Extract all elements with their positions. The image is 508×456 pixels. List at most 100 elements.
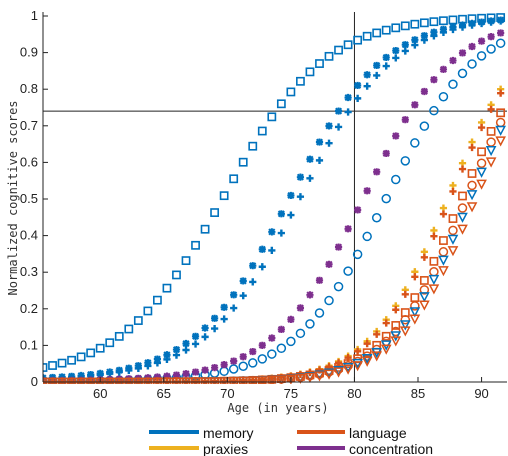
data-point-language-plus <box>401 290 409 298</box>
data-point-memory-plus <box>449 25 457 34</box>
data-point-language-triangle-down <box>380 344 392 355</box>
data-point-memory-triangle-down <box>457 212 468 223</box>
y-tick-label: 0.8 <box>20 81 38 96</box>
data-point-concentration-asterisk <box>220 361 228 369</box>
data-point-memory-circle <box>495 38 506 48</box>
data-point-memory-triangle-down <box>428 274 440 286</box>
data-point-memory-plus <box>411 41 419 49</box>
data-point-memory-square <box>238 157 248 167</box>
data-point-memory-circle <box>276 343 287 354</box>
data-point-memory-circle <box>228 364 239 374</box>
data-point-language-circle <box>410 301 420 311</box>
data-point-language-triangle-down <box>466 202 478 213</box>
data-point-memory-asterisk <box>268 228 276 236</box>
y-tick-label: 0.9 <box>20 45 38 60</box>
data-point-language-triangle-down <box>276 375 287 384</box>
data-point-memory-circle <box>362 231 372 242</box>
data-point-language-plus <box>430 232 438 240</box>
data-point-concentration-asterisk <box>497 29 505 37</box>
data-point-memory-circle <box>257 354 268 364</box>
data-point-concentration-asterisk <box>449 56 457 65</box>
data-point-memory-square <box>67 355 77 365</box>
data-point-memory-circle <box>476 51 487 61</box>
data-point-memory-triangle-down <box>409 307 421 318</box>
data-point-language-triangle-down <box>256 376 268 384</box>
data-point-memory-square <box>391 23 401 33</box>
data-point-memory-circle <box>248 358 258 368</box>
data-point-memory-circle <box>314 308 325 318</box>
y-tick-label: 0.2 <box>20 301 38 316</box>
data-point-concentration-asterisk <box>163 372 171 380</box>
data-point-memory-plus <box>163 355 171 363</box>
tick-labels: 60 65 70 75 80 85 90 0 0.1 0.2 0.3 0.4 0.5 0.6 0.7 0.8 0… <box>20 8 489 401</box>
data-point-language-triangle-down <box>409 314 421 325</box>
data-point-memory-circle <box>400 156 411 166</box>
data-point-memory-plus <box>344 108 352 116</box>
data-point-memory-asterisk <box>354 81 362 90</box>
data-point-language-square <box>477 147 486 157</box>
data-point-memory-square <box>267 112 277 122</box>
data-point-language-plus <box>373 330 381 338</box>
data-point-memory-square <box>296 76 305 86</box>
data-point-language-triangle-down <box>419 300 430 311</box>
data-point-memory-circle <box>305 319 315 329</box>
data-point-language-triangle-down <box>304 372 316 383</box>
data-point-memory-square <box>353 35 363 45</box>
data-point-memory-plus <box>497 17 505 25</box>
data-point-memory-asterisk <box>191 332 200 340</box>
data-point-concentration-asterisk <box>354 206 362 214</box>
data-point-language-triangle-down <box>438 266 449 277</box>
data-point-language-triangle-down <box>485 157 497 168</box>
data-point-memory-plus <box>468 21 476 29</box>
data-point-language-triangle-down <box>390 336 402 347</box>
data-point-concentration-asterisk <box>230 357 238 365</box>
x-tick-label: 85 <box>411 386 425 401</box>
data-point-memory-circle <box>391 174 401 185</box>
data-point-memory-circle <box>295 328 306 339</box>
data-point-memory-plus <box>439 28 448 37</box>
data-point-memory-plus <box>373 71 381 80</box>
data-point-memory-square <box>105 338 115 348</box>
data-point-language-square <box>467 169 477 178</box>
data-point-memory-square <box>200 224 210 234</box>
data-point-memory-square <box>448 15 458 25</box>
data-point-language-plus <box>468 143 476 152</box>
data-point-memory-square <box>162 283 172 293</box>
data-point-memory-circle <box>438 91 449 102</box>
data-point-memory-asterisk <box>277 210 285 218</box>
data-point-memory-plus <box>430 32 438 40</box>
data-point-memory-asterisk <box>287 191 295 200</box>
data-point-concentration-asterisk <box>373 168 381 176</box>
data-point-memory-asterisk <box>230 291 238 299</box>
data-point-memory-plus <box>287 211 295 219</box>
data-point-memory-asterisk <box>392 46 400 55</box>
data-point-language-triangle-down <box>399 326 411 337</box>
data-point-language-triangle-down <box>266 375 278 384</box>
data-point-memory-asterisk <box>382 53 390 62</box>
data-point-memory-asterisk <box>296 173 305 181</box>
data-point-memory-asterisk <box>315 138 324 146</box>
data-point-memory-asterisk <box>258 245 266 253</box>
series-markers <box>43 13 506 384</box>
data-point-language-triangle-down <box>285 374 297 384</box>
data-point-memory-circle <box>419 121 430 131</box>
data-point-memory-asterisk <box>153 355 162 363</box>
data-point-concentration-asterisk <box>211 364 219 372</box>
data-point-memory-asterisk <box>363 71 371 79</box>
data-point-language-plus <box>392 306 400 314</box>
data-point-memory-triangle-down <box>485 146 497 157</box>
data-point-memory-square <box>219 191 229 201</box>
data-point-memory-circle <box>238 361 248 372</box>
data-point-memory-square <box>57 358 67 368</box>
data-point-memory-asterisk <box>249 262 257 270</box>
data-point-memory-plus <box>477 19 486 28</box>
data-point-memory-square <box>343 40 353 50</box>
data-point-memory-circle <box>324 295 334 306</box>
data-point-language-circle <box>448 225 458 236</box>
data-point-memory-square <box>429 17 439 27</box>
data-point-memory-plus <box>144 362 152 370</box>
data-point-concentration-asterisk <box>325 260 333 268</box>
data-point-language-circle <box>438 247 449 257</box>
data-point-memory-square <box>439 16 448 26</box>
